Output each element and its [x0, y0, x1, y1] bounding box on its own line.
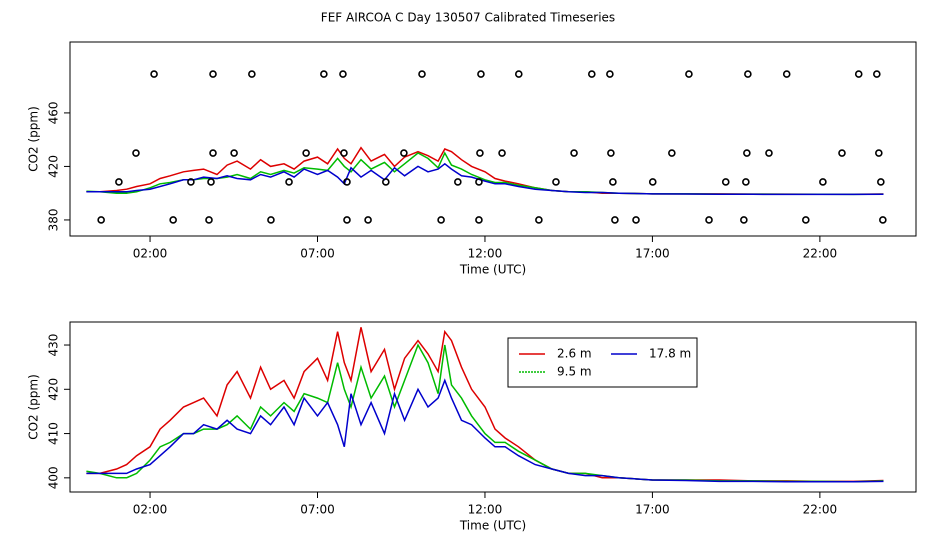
calibration-point — [877, 178, 885, 186]
calibration-point — [132, 149, 140, 157]
x-axis-label: Time (UTC) — [459, 263, 526, 277]
calibration-point — [150, 70, 158, 78]
series-line — [86, 378, 884, 483]
plot-frame — [69, 41, 917, 237]
calibration-point — [267, 216, 275, 224]
calibration-point — [454, 178, 462, 186]
calibration-point — [115, 178, 123, 186]
y-tick-label: 460 — [47, 101, 61, 124]
calibration-point — [418, 70, 426, 78]
page-title: FEF AIRCOA C Day 130507 Calibrated Times… — [321, 11, 615, 25]
y-tick-label: 420 — [47, 378, 61, 401]
calibration-point — [302, 149, 310, 157]
calibration-point — [552, 178, 560, 186]
calibration-point — [187, 178, 195, 186]
calibration-point — [209, 149, 217, 157]
calibration-point — [875, 149, 883, 157]
calibration-point — [685, 70, 693, 78]
calibration-point — [588, 70, 596, 78]
calibration-point — [364, 216, 372, 224]
calibration-point — [782, 70, 791, 78]
legend-label: 17.8 m — [649, 347, 691, 361]
calibration-point — [648, 178, 657, 186]
calibration-point — [514, 70, 523, 78]
x-tick-label: 07:00 — [300, 503, 335, 517]
x-tick-label: 17:00 — [635, 247, 670, 261]
calibration-point — [343, 216, 351, 224]
calibration-point — [743, 149, 751, 157]
calibration-point — [607, 149, 615, 157]
x-tick-label: 22:00 — [803, 247, 838, 261]
calibration-point — [879, 216, 887, 224]
calibration-point — [207, 178, 215, 186]
calibration-point — [632, 216, 640, 224]
calibration-point — [476, 149, 484, 157]
x-tick-label: 17:00 — [635, 503, 670, 517]
x-tick-label: 07:00 — [300, 247, 335, 261]
calibration-point — [475, 216, 483, 224]
calibration-point — [570, 149, 578, 157]
y-tick-label: 410 — [47, 422, 61, 445]
calibration-point — [705, 216, 713, 224]
y-axis-label: CO2 (ppm) — [27, 374, 41, 440]
calibration-point — [340, 149, 348, 157]
calibration-point — [765, 149, 773, 157]
x-tick-label: 02:00 — [133, 247, 168, 261]
calibration-point — [668, 149, 676, 157]
calibration-point — [721, 178, 730, 186]
y-tick-label: 380 — [47, 208, 61, 231]
series-line — [86, 146, 884, 196]
x-tick-label: 12:00 — [468, 503, 503, 517]
legend-box — [507, 337, 698, 388]
series-line — [86, 343, 884, 483]
x-tick-label: 12:00 — [468, 247, 503, 261]
calibration-point — [498, 149, 506, 157]
x-axis-label: Time (UTC) — [459, 519, 526, 533]
calibration-point — [248, 70, 256, 78]
calibration-point — [382, 178, 390, 186]
calibration-point — [606, 70, 614, 78]
calibration-point — [611, 216, 619, 224]
calibration-point — [477, 70, 485, 78]
y-tick-label: 400 — [47, 466, 61, 489]
calibration-point — [802, 216, 810, 224]
calibration-point — [873, 70, 881, 78]
series-line — [86, 327, 884, 483]
calibration-point — [230, 149, 238, 157]
series-line — [86, 151, 884, 196]
legend-label: 2.6 m — [557, 347, 592, 361]
x-tick-label: 22:00 — [803, 503, 838, 517]
y-tick-label: 420 — [47, 155, 61, 178]
calibration-point — [437, 216, 445, 224]
calibration-point — [400, 149, 408, 157]
calibration-point — [742, 178, 750, 186]
calibration-point — [819, 178, 827, 186]
y-axis-label: CO2 (ppm) — [27, 106, 41, 172]
calibration-point — [744, 70, 752, 78]
calibration-point — [169, 216, 177, 224]
y-tick-label: 430 — [47, 334, 61, 357]
calibration-point — [205, 216, 213, 224]
calibration-point — [475, 178, 483, 186]
legend-label: 9.5 m — [557, 365, 592, 379]
calibration-point — [320, 70, 328, 78]
calibration-point — [609, 178, 617, 186]
x-tick-label: 02:00 — [133, 503, 168, 517]
calibration-point — [854, 70, 863, 78]
calibration-point — [535, 216, 543, 224]
calibration-point — [740, 216, 748, 224]
calibration-point — [343, 178, 351, 186]
calibration-point — [97, 216, 105, 224]
plot-frame — [69, 321, 917, 493]
calibration-point — [209, 70, 217, 78]
calibration-point — [838, 149, 846, 157]
calibration-point — [285, 178, 293, 186]
calibration-point — [339, 70, 347, 78]
